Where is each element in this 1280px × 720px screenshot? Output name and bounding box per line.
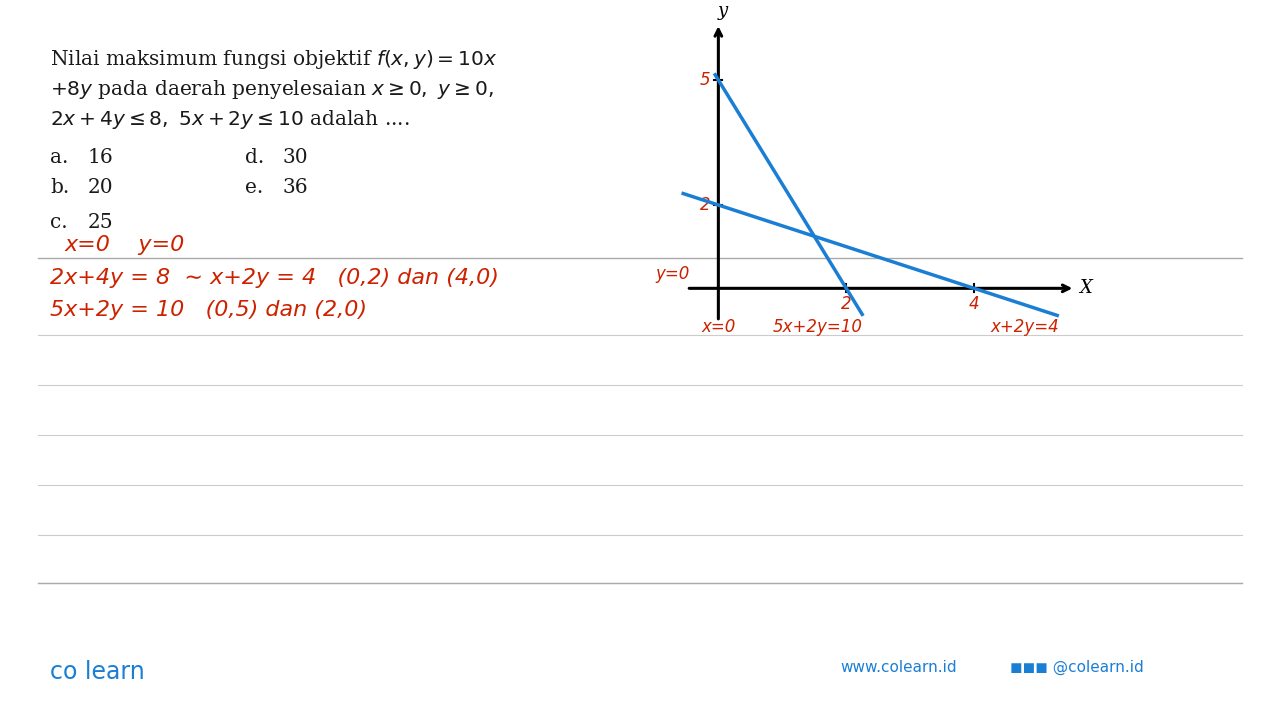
Text: e.: e. xyxy=(244,178,264,197)
Text: x=0: x=0 xyxy=(701,318,736,336)
Text: 30: 30 xyxy=(283,148,308,167)
Text: 2x+4y = 8  ∼ x+2y = 4   (0,2) dan (4,0): 2x+4y = 8 ∼ x+2y = 4 (0,2) dan (4,0) xyxy=(50,268,499,288)
Text: co learn: co learn xyxy=(50,660,145,684)
Text: 36: 36 xyxy=(283,178,308,197)
Text: 20: 20 xyxy=(88,178,114,197)
Text: Nilai maksimum fungsi objektif $f(x, y) = 10x$: Nilai maksimum fungsi objektif $f(x, y) … xyxy=(50,48,498,71)
Text: 5: 5 xyxy=(700,71,710,89)
Text: x+2y=4: x+2y=4 xyxy=(991,318,1060,336)
Text: 5x+2y = 10   (0,5) dan (2,0): 5x+2y = 10 (0,5) dan (2,0) xyxy=(50,300,367,320)
Text: $2x + 4y \leq 8,\ 5x + 2y \leq 10$ adalah ....: $2x + 4y \leq 8,\ 5x + 2y \leq 10$ adala… xyxy=(50,108,410,131)
Text: a.: a. xyxy=(50,148,68,167)
Text: 25: 25 xyxy=(88,213,114,232)
Text: y: y xyxy=(717,2,727,20)
Text: 5x+2y=10: 5x+2y=10 xyxy=(772,318,863,336)
Text: 4: 4 xyxy=(969,295,979,313)
Text: X: X xyxy=(1079,279,1092,297)
Text: 2: 2 xyxy=(700,196,710,214)
Text: 2: 2 xyxy=(841,295,851,313)
Text: c.: c. xyxy=(50,213,68,232)
Text: x=0    y=0: x=0 y=0 xyxy=(65,235,186,255)
Text: $+ 8y$ pada daerah penyelesaian $x \geq 0,\ y \geq 0,$: $+ 8y$ pada daerah penyelesaian $x \geq … xyxy=(50,78,494,101)
Text: y=0: y=0 xyxy=(655,266,690,284)
Text: ◼◼◼ @colearn.id: ◼◼◼ @colearn.id xyxy=(1010,660,1144,675)
Text: b.: b. xyxy=(50,178,69,197)
Text: d.: d. xyxy=(244,148,264,167)
Text: 16: 16 xyxy=(88,148,114,167)
Text: www.colearn.id: www.colearn.id xyxy=(840,660,956,675)
